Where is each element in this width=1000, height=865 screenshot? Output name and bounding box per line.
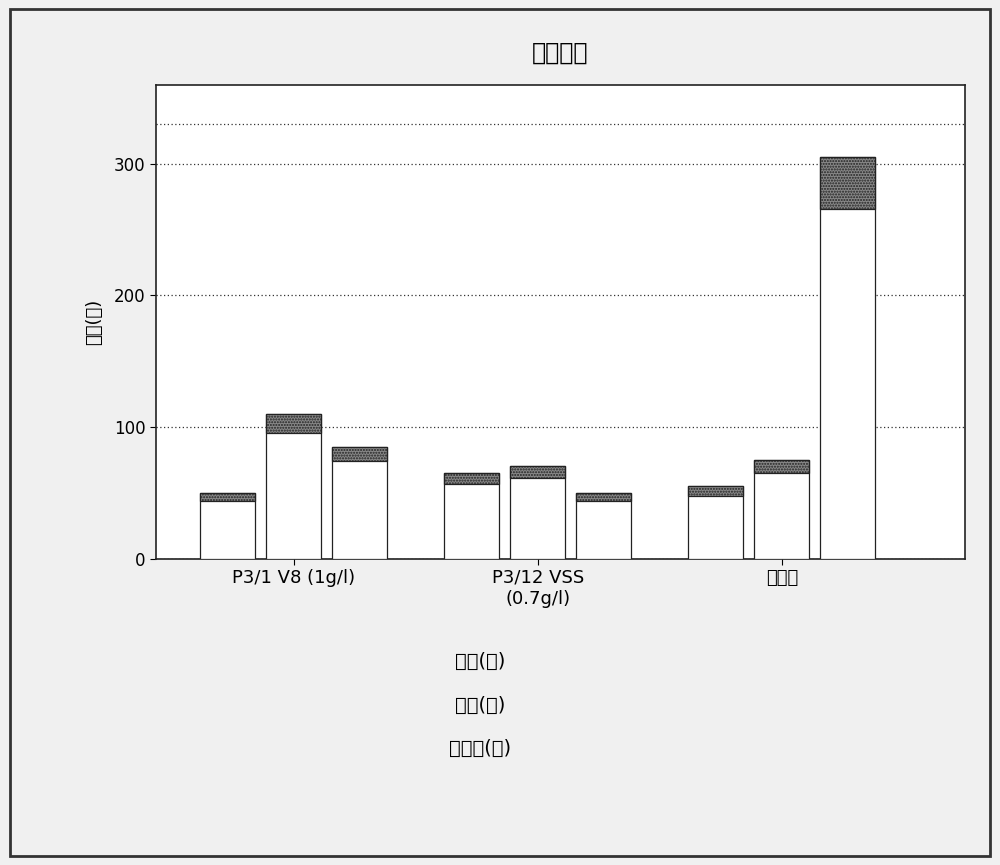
Text: 塑料(中): 塑料(中): [455, 695, 505, 714]
Bar: [200, 493, 255, 502]
Bar: [820, 157, 875, 559]
Bar: [510, 466, 565, 478]
Bar: [820, 157, 875, 209]
Bar: [200, 493, 255, 559]
Bar: [510, 466, 565, 559]
Y-axis label: 时间(秒): 时间(秒): [85, 298, 103, 345]
Bar: [332, 446, 387, 559]
Bar: [266, 413, 321, 559]
Bar: [688, 486, 743, 496]
Text: 不锈钢(右): 不锈钢(右): [449, 739, 511, 758]
Bar: [688, 486, 743, 559]
Text: 玻璃(左): 玻璃(左): [455, 652, 505, 671]
Title: 干燥时间: 干燥时间: [532, 41, 589, 65]
Bar: [444, 473, 499, 484]
Bar: [576, 493, 631, 559]
Bar: [444, 473, 499, 559]
Bar: [332, 446, 387, 461]
Bar: [576, 493, 631, 502]
Bar: [754, 460, 809, 473]
Bar: [754, 460, 809, 559]
Bar: [266, 413, 321, 432]
